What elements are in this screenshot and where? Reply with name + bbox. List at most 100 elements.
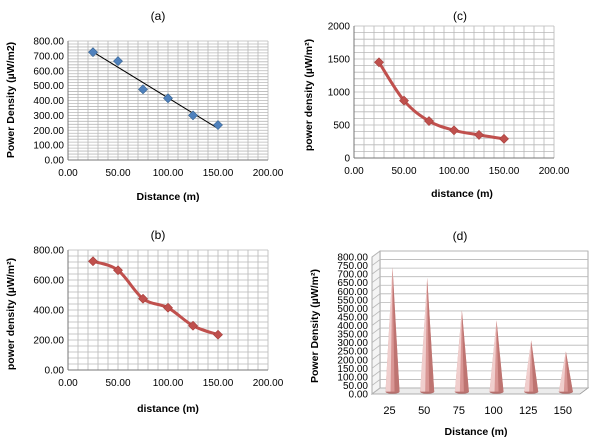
panel-d-cone-highlight	[385, 267, 393, 392]
panel-d-y-tick-label: 450.00	[337, 312, 368, 323]
panel-a-data-point	[88, 47, 98, 58]
panel-c-y-tick-label: 1500	[328, 55, 351, 66]
panel-d-x-tick-label: 125	[519, 405, 537, 417]
panel-d-grid-line	[371, 370, 588, 378]
panel-d-grid-line	[371, 344, 588, 352]
panel-a-x-axis-label: Distance (m)	[136, 191, 199, 203]
panel-d-cone-shade	[531, 340, 539, 392]
panel-a-y-axis-label: Power Density (µW/m2)	[5, 42, 17, 158]
panel-a-data-point	[188, 110, 198, 121]
panel-d-grid-line	[371, 301, 588, 309]
panel-c-data-point	[499, 133, 509, 144]
panel-a: (a) 0.00 100.00 200.00 300.00 400.00 500.00 60…	[5, 9, 284, 203]
panel-b-y-tick-label: 800.00	[33, 246, 64, 257]
panel-b-x-tick-label: 100.00	[153, 378, 184, 389]
panel-b-y-tick-label: 400.00	[33, 306, 64, 317]
panel-d-y-tick-label: 500.00	[337, 304, 368, 315]
panel-d-y-tick-label: 200.00	[337, 355, 368, 366]
panel-a-data-point	[163, 93, 173, 104]
panel-c-x-tick-label: 0.00	[344, 166, 364, 177]
panel-a-y-tick-label: 400.00	[33, 96, 64, 107]
panel-d-title: (d)	[453, 229, 468, 243]
panel-c-data-point	[424, 116, 434, 126]
panel-a-y-tick-label: 600.00	[33, 66, 64, 77]
panel-a-x-tick-label: 0.00	[58, 168, 78, 179]
panel-d-grid-line	[371, 327, 588, 335]
panel-d-y-tick-label: 100.00	[337, 372, 368, 383]
panel-d-y-axis-label: Power Density (µW/m²)	[309, 269, 321, 383]
panel-d-grid-line	[371, 353, 588, 361]
panel-d-grid-line	[371, 361, 588, 369]
panel-b-data-point	[88, 256, 98, 267]
panel-d-y-tick-label: 800.00	[337, 253, 368, 264]
panel-d-cone-shade	[427, 277, 435, 392]
panel-d-cone-shade	[565, 351, 573, 392]
panel-d-x-tick-label: 150	[554, 405, 572, 417]
panel-d-grid-line	[371, 336, 588, 343]
panel-d-cone-highlight	[420, 277, 428, 392]
panel-a-y-tick-label: 200.00	[33, 126, 64, 137]
panel-b-title: (b)	[151, 228, 166, 242]
panel-b-x-tick-label: 0.00	[58, 378, 78, 389]
panel-c-data-point	[374, 57, 384, 68]
panel-d-grid-line	[371, 267, 588, 275]
panel-d-x-tick-label: 100	[484, 405, 502, 417]
panel-d-grid-line	[371, 276, 588, 284]
panel-d-y-tick-label: 600.00	[337, 287, 368, 298]
panel-d-x-tick-label: 25	[383, 405, 395, 417]
panel-a-y-tick-label: 500.00	[33, 81, 64, 92]
panel-d-cone-highlight	[558, 351, 566, 392]
panel-a-x-tick-label: 100.00	[153, 168, 184, 179]
panel-d-grid-line	[371, 319, 588, 326]
panel-a-data-point	[138, 84, 148, 95]
panel-a-x-tick-label: 50.00	[105, 168, 130, 179]
panel-a-y-tick-label: 0.00	[45, 156, 65, 167]
panel-d-grid-line	[371, 387, 588, 395]
panel-a-x-tick-label: 200.00	[253, 168, 284, 179]
panel-d-grid-line	[371, 379, 588, 386]
panel-d-cone-shade	[461, 310, 469, 392]
panel-c-x-tick-label: 50.00	[391, 166, 416, 177]
panel-d-cone-highlight	[454, 310, 462, 392]
panel-a-x-tick-label: 150.00	[203, 168, 234, 179]
panel-d-x-axis-label: Distance (m)	[444, 426, 507, 438]
panel-b-x-axis-label: distance (m)	[137, 403, 199, 415]
panel-d-grid-line	[371, 250, 588, 258]
panel-b-y-tick-label: 600.00	[33, 276, 64, 287]
panel-d-y-tick-label: 750.00	[337, 261, 368, 272]
panel-d-y-tick-label: 0.00	[349, 390, 369, 401]
panel-d-cone-highlight	[524, 340, 532, 392]
panel-c-y-axis-label: power density (µW/m²)	[303, 39, 315, 151]
panel-b-data-point	[113, 265, 123, 276]
panel-b-y-axis-label: power density (µW/m²)	[5, 258, 17, 370]
panel-a-data-point	[213, 120, 223, 130]
panel-d-grid-line	[371, 259, 588, 266]
panel-c-x-tick-label: 200.00	[539, 166, 570, 177]
panel-a-data-point	[113, 56, 123, 67]
panel-b-x-tick-label: 150.00	[203, 378, 234, 389]
panel-a-trendline	[92, 51, 219, 129]
panel-a-title: (a)	[151, 9, 166, 23]
panel-d-y-tick-label: 150.00	[337, 364, 368, 375]
panel-c-x-tick-label: 150.00	[489, 166, 520, 177]
panel-c-x-axis-label: distance (m)	[431, 188, 493, 200]
panel-c: (c) 0 500 1000 1500 2000 0.00 50.00 100.00 150.…	[303, 9, 570, 200]
panel-c-series-line	[377, 61, 505, 141]
panel-c-data-point	[399, 95, 409, 106]
panel-c-y-tick-label: 500	[333, 121, 350, 132]
panel-a-y-tick-label: 700.00	[33, 51, 64, 62]
panel-d-cone-highlight	[489, 320, 497, 392]
panel-d-y-tick-label: 50.00	[343, 381, 368, 392]
panel-d: (d) 0.0050.00100.00150.00200.00250.00300…	[309, 229, 590, 438]
panel-d-y-tick-label: 400.00	[337, 321, 368, 332]
panel-d-floor	[370, 387, 590, 395]
panel-c-x-tick-label: 100.00	[439, 166, 470, 177]
panel-b-data-point	[213, 329, 223, 340]
panel-b-data-point	[188, 320, 198, 331]
panel-c-y-tick-label: 1000	[328, 88, 351, 99]
panel-d-y-tick-label: 350.00	[337, 330, 368, 341]
panel-d-y-tick-label: 300.00	[337, 338, 368, 349]
panel-d-cone-shade	[496, 320, 504, 392]
panel-c-title: (c)	[453, 9, 467, 23]
